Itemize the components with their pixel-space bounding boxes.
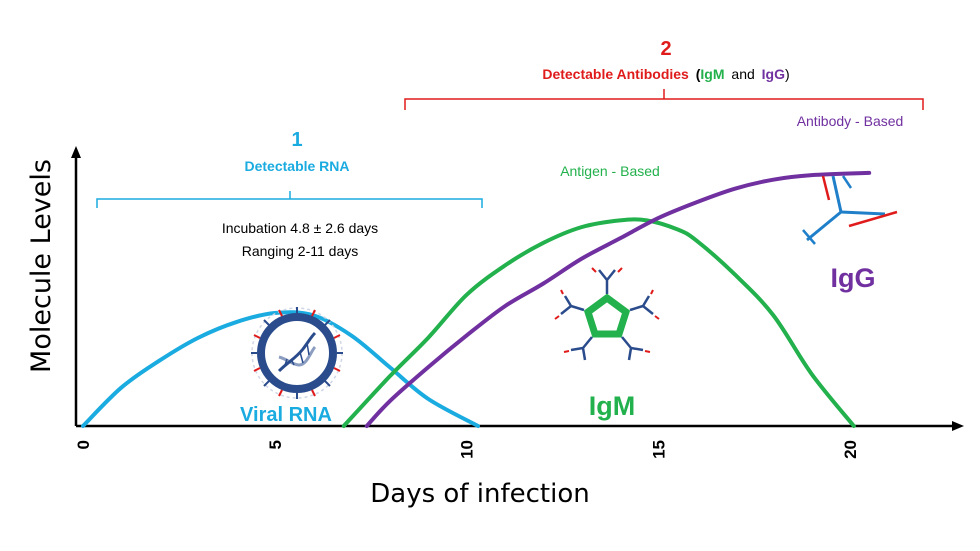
y-axis-title: Molecule Levels bbox=[26, 159, 57, 373]
rna-bracket bbox=[96, 191, 483, 208]
rna-number: 1 bbox=[291, 129, 302, 151]
x-tick-label: 15 bbox=[649, 440, 668, 459]
antibody-based-label: Antibody - Based bbox=[797, 113, 904, 129]
virus-icon bbox=[251, 307, 343, 399]
antibody-title-close: ) bbox=[785, 66, 790, 82]
range-text: Ranging 2-11 days bbox=[242, 243, 358, 259]
antibody-bracket bbox=[404, 89, 924, 110]
antibody-title-red: Detectable Antibodies bbox=[542, 66, 689, 82]
viral-rna-line bbox=[81, 310, 481, 428]
x-tick-label: 10 bbox=[458, 440, 477, 459]
igg-antibody-icon bbox=[802, 175, 898, 245]
x-tick-labels: 0 5 10 15 20 bbox=[74, 440, 860, 459]
antibody-title-igm: IgM bbox=[700, 66, 724, 82]
x-tick-label: 20 bbox=[841, 440, 860, 459]
igm-label: IgM bbox=[589, 391, 636, 421]
x-tick-label: 5 bbox=[266, 440, 285, 449]
y-axis-arrow bbox=[71, 146, 81, 158]
igg-label: IgG bbox=[831, 263, 876, 293]
antigen-based-label: Antigen - Based bbox=[560, 163, 660, 179]
igg-line bbox=[364, 170, 872, 428]
series-group bbox=[81, 170, 872, 428]
rna-title: Detectable RNA bbox=[244, 158, 349, 174]
antibody-title: Detectable Antibodies (IgM and IgG) bbox=[542, 66, 789, 82]
antibody-title-and: and bbox=[731, 66, 754, 82]
igm-line bbox=[341, 217, 856, 428]
antibody-title-igg: IgG bbox=[762, 66, 785, 82]
antibody-number: 2 bbox=[660, 38, 671, 60]
viral-rna-label: Viral RNA bbox=[240, 404, 332, 426]
axes bbox=[71, 146, 964, 431]
igm-pentamer-icon bbox=[554, 267, 660, 361]
incubation-text: Incubation 4.8 ± 2.6 days bbox=[222, 220, 378, 236]
x-tick-label: 0 bbox=[74, 440, 93, 449]
x-axis-arrow bbox=[952, 421, 964, 431]
antibody-title-open: ( bbox=[696, 66, 701, 82]
dna-helix-icon bbox=[277, 331, 317, 373]
x-axis-title: Days of infection bbox=[370, 479, 589, 509]
